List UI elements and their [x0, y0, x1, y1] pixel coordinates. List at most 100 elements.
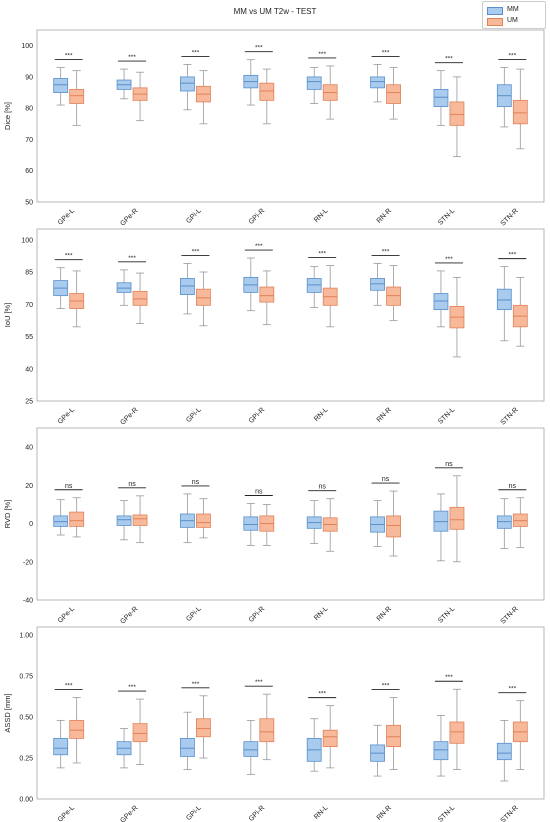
box-iqr	[386, 84, 401, 104]
box-um-gpe-l	[69, 270, 85, 328]
significance-gpe-r: ns	[118, 481, 147, 489]
x-tick-label: GPe-L	[57, 804, 76, 822]
box-iqr	[386, 286, 401, 306]
box-mm-gpe-r	[116, 728, 132, 769]
x-tick-label: STN-L	[437, 207, 456, 226]
significance-label: ***	[509, 252, 517, 259]
significance-label: ***	[128, 684, 136, 691]
box-um-stn-l	[449, 76, 465, 158]
significance-label: ***	[382, 49, 390, 56]
y-tick-label: 0.50	[19, 715, 33, 722]
box-mm-stn-r	[496, 719, 512, 782]
box-iqr	[496, 288, 512, 311]
x-tick-label: STN-R	[500, 406, 520, 426]
panel-4: 0.00 0.25 0.50 0.75 1.00 ASSD [mm] GPe-L GPe-R G…	[3, 626, 545, 822]
box-iqr	[69, 89, 85, 104]
significance-gpe-r: ***	[118, 255, 147, 263]
x-tick-label: STN-L	[437, 605, 456, 624]
y-tick-label: 0.75	[19, 674, 33, 681]
x-tick-label: GPe-L	[57, 406, 76, 425]
x-tick-label: GPi-R	[248, 804, 266, 822]
box-iqr	[386, 515, 401, 538]
x-tick-label: RN-L	[313, 804, 330, 821]
significance-gpi-r: ***	[244, 679, 273, 687]
box-iqr	[196, 718, 211, 738]
significance-label: ***	[445, 56, 453, 63]
x-tick-label: GPe-R	[119, 605, 139, 625]
y-tick-label: 70	[25, 137, 33, 144]
box-iqr	[306, 76, 322, 90]
significance-gpi-l: ***	[181, 248, 210, 256]
box-iqr	[259, 718, 275, 743]
box-um-stn-r	[512, 700, 528, 770]
significance-label: ***	[192, 681, 200, 688]
y-tick-label: 55	[25, 334, 33, 341]
x-tick-label: GPe-R	[119, 804, 139, 822]
significance-label: ***	[445, 674, 453, 681]
box-mm-rn-r	[370, 64, 385, 103]
significance-rn-r: ***	[371, 248, 400, 256]
box-iqr	[259, 82, 275, 101]
box-iqr	[449, 506, 465, 530]
box-mm-rn-l	[306, 718, 322, 772]
box-iqr	[512, 99, 528, 125]
significance-stn-r: ***	[498, 252, 527, 260]
box-mm-gpi-l	[180, 64, 195, 111]
box-iqr	[132, 514, 148, 526]
y-tick-label: 70	[25, 302, 33, 309]
y-tick-label: 90	[25, 74, 33, 81]
box-um-gpe-l	[69, 70, 85, 126]
x-tick-label: RN-R	[376, 804, 393, 821]
x-tick-label: RN-R	[376, 207, 393, 224]
significance-stn-r: ***	[498, 53, 527, 60]
legend-label-um: UM	[507, 17, 518, 24]
x-tick-label: GPe-R	[119, 207, 139, 227]
box-um-rn-l	[322, 265, 338, 328]
x-tick-label: STN-R	[500, 804, 520, 822]
box-iqr	[180, 278, 195, 295]
significance-gpi-r: ns	[244, 488, 273, 496]
box-um-gpi-r	[259, 693, 275, 761]
box-um-gpi-l	[196, 695, 211, 759]
y-tick-label: 80	[25, 106, 33, 113]
box-mm-gpe-l	[53, 499, 69, 536]
y-axis-label: RVD [%]	[3, 500, 12, 529]
x-tick-label: RN-L	[313, 605, 330, 622]
box-iqr	[132, 723, 148, 743]
box-um-stn-l	[449, 475, 465, 563]
x-tick-label: RN-L	[313, 406, 330, 423]
significance-gpi-l: ***	[181, 681, 210, 689]
box-um-gpi-l	[196, 70, 211, 125]
box-mm-stn-r	[496, 67, 512, 128]
significance-label: ***	[382, 248, 390, 255]
box-iqr	[370, 76, 385, 89]
x-tick-label: STN-R	[500, 605, 520, 625]
x-tick-label: GPi-L	[185, 406, 203, 424]
significance-label: ***	[318, 51, 326, 58]
box-um-rn-l	[322, 705, 338, 769]
significance-rn-l: ***	[308, 691, 337, 699]
y-tick-label: 100	[21, 43, 33, 50]
box-mm-stn-l	[433, 715, 449, 777]
plot-frame	[36, 626, 545, 800]
box-mm-stn-l	[433, 493, 449, 562]
box-mm-stn-r	[496, 498, 512, 549]
x-tick-label: GPi-R	[248, 207, 266, 225]
significance-label: ***	[65, 53, 73, 60]
significance-label: ***	[255, 679, 263, 686]
y-tick-label: -20	[23, 559, 33, 566]
significance-gpe-l: ***	[54, 253, 83, 261]
significance-label: ***	[318, 691, 326, 698]
box-mm-stn-l	[433, 270, 449, 328]
box-um-gpi-l	[196, 498, 211, 539]
y-tick-label: -40	[23, 598, 33, 605]
box-mm-gpe-l	[53, 719, 69, 769]
significance-label: ns	[509, 483, 517, 490]
significance-label: ***	[509, 53, 517, 60]
box-um-gpi-l	[196, 271, 211, 327]
y-tick-label: 50	[25, 200, 33, 207]
x-tick-label: STN-L	[437, 406, 456, 425]
box-um-gpi-r	[259, 68, 275, 125]
y-tick-label: 20	[25, 483, 33, 490]
box-um-stn-r	[512, 497, 528, 548]
